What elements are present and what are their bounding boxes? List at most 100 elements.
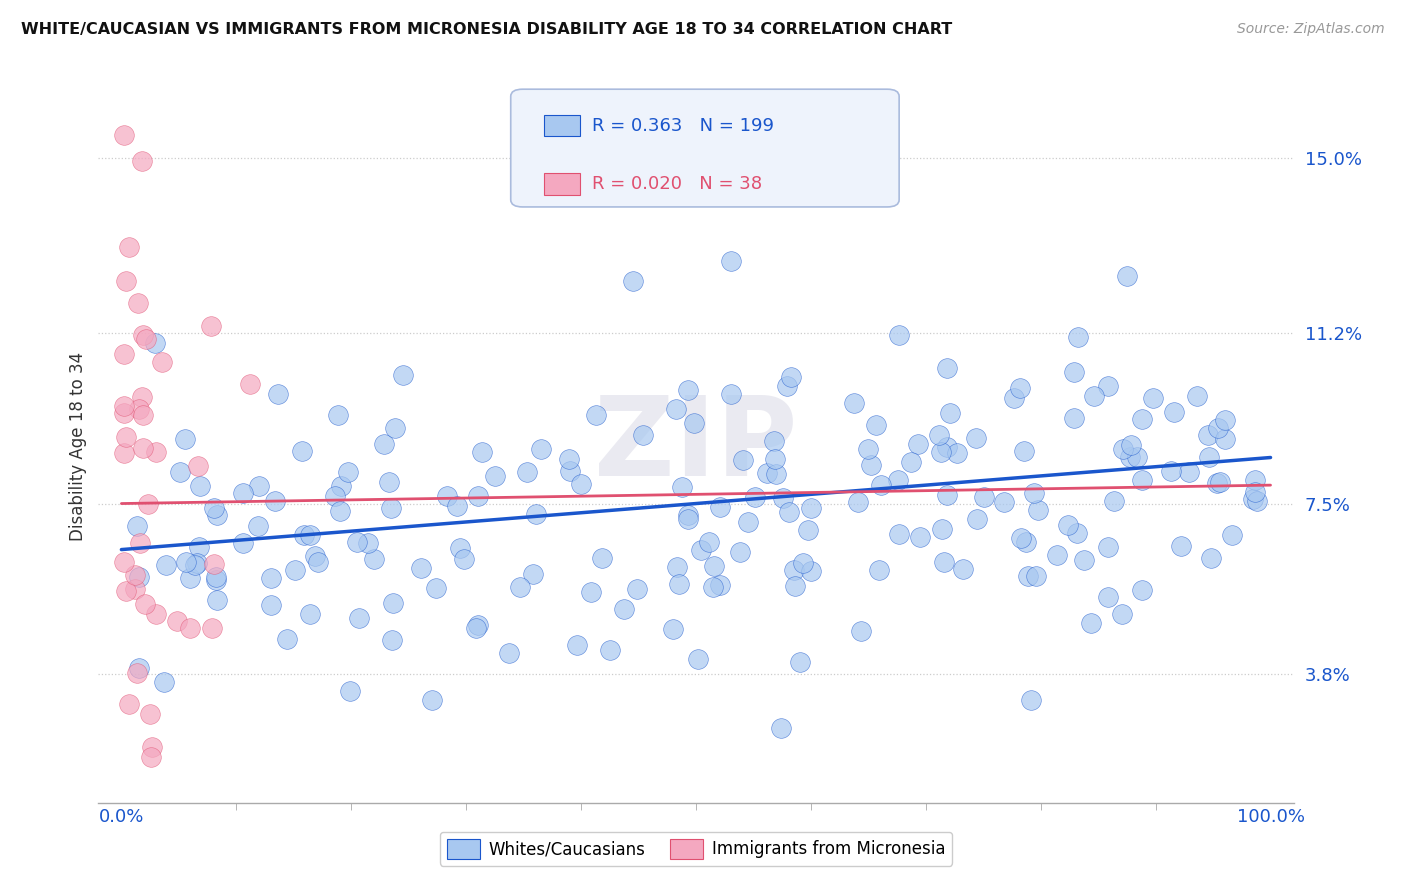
Point [846,495,869,509]
Point [465,622,488,636]
Point [737,515,759,529]
Point [166,614,188,628]
Point [202,558,225,572]
Point [585,408,607,422]
Point [420,693,443,707]
Point [558,452,581,467]
Point [1197,428,1219,442]
Point [973,490,995,504]
Point [150,355,173,369]
Point [1163,405,1185,419]
Point [201,621,224,635]
Point [200,318,222,333]
Point [1142,391,1164,405]
Point [169,465,191,479]
Point [125,665,148,680]
Point [1010,531,1032,545]
Point [676,383,699,397]
Point [498,646,520,660]
Point [188,479,211,493]
Point [131,328,153,343]
Point [731,453,754,467]
Point [267,387,290,401]
Point [128,661,150,675]
Point [247,478,270,492]
Point [349,611,371,625]
Point [155,558,177,573]
Point [686,652,709,666]
Point [392,368,415,382]
Point [763,434,786,448]
Point [363,552,385,566]
Point [676,512,699,526]
Point [509,580,531,594]
Point [1002,391,1025,405]
Point [1215,432,1237,446]
Point [326,408,349,422]
Point [179,571,201,585]
Point [900,455,922,469]
Point [323,489,346,503]
Point [128,402,150,417]
Point [411,561,433,575]
Point [709,578,731,592]
Point [118,698,141,712]
Point [966,512,988,526]
Point [1112,442,1135,456]
Point [1130,473,1153,487]
Point [1104,494,1126,508]
Point [662,622,685,636]
Point [153,675,176,690]
Point [993,495,1015,509]
Point [929,445,952,459]
Point [797,523,820,537]
Point [264,494,287,508]
FancyBboxPatch shape [544,173,581,194]
Point [558,464,581,478]
Point [778,505,800,519]
Point [1015,534,1038,549]
Point [128,570,150,584]
Point [931,523,953,537]
Point [800,564,823,578]
Point [668,577,690,591]
Point [530,442,553,456]
Point [1025,568,1047,582]
Text: WHITE/CAUCASIAN VS IMMIGRANTS FROM MICRONESIA DISABILITY AGE 18 TO 34 CORRELATIO: WHITE/CAUCASIAN VS IMMIGRANTS FROM MICRO… [21,22,952,37]
Point [186,556,208,570]
Point [1066,526,1088,541]
Point [524,507,547,521]
Point [666,559,689,574]
Point [1097,590,1119,604]
Point [613,601,636,615]
Point [1026,503,1049,517]
Point [939,406,962,420]
Point [709,500,731,514]
Point [1080,615,1102,630]
Point [232,486,254,500]
Point [329,504,352,518]
Point [1073,552,1095,566]
Point [346,534,368,549]
Point [1063,365,1085,379]
Text: R = 0.363   N = 199: R = 0.363 N = 199 [592,117,773,135]
Y-axis label: Disability Age 18 to 34: Disability Age 18 to 34 [69,351,87,541]
Point [132,441,155,455]
FancyBboxPatch shape [544,115,581,136]
Point [621,274,644,288]
Point [783,563,806,577]
Point [935,361,957,376]
Point [780,369,803,384]
Point [132,408,155,422]
Point [381,632,404,647]
Point [276,632,298,646]
Point [720,387,742,401]
Point [484,468,506,483]
Point [860,458,883,473]
Point [143,335,166,350]
Point [337,465,360,479]
Point [1083,389,1105,403]
Point [467,489,489,503]
Point [569,476,592,491]
Point [382,597,405,611]
